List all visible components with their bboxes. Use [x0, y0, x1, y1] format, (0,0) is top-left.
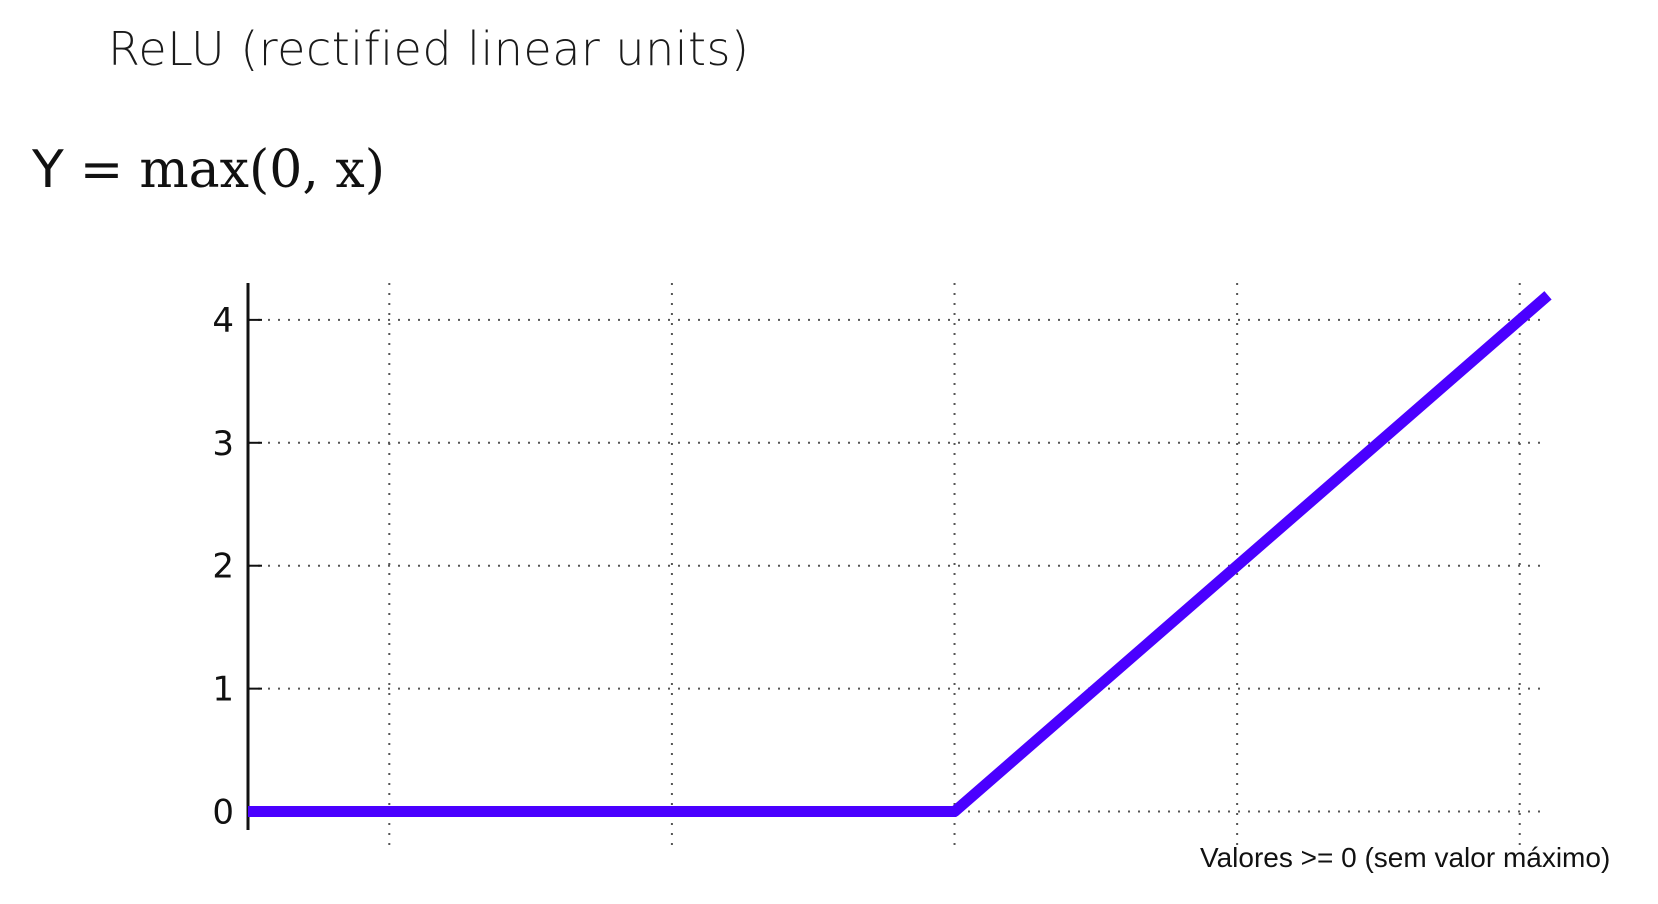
formula-equals: = [79, 140, 124, 200]
y-tick-label-1: 1 [212, 670, 234, 710]
chart-annotation: Valores >= 0 (sem valor máximo) [1200, 842, 1611, 873]
horizontal-gridlines [248, 318, 1548, 813]
vertical-gridlines [388, 283, 1521, 846]
formula-lhs: Y [32, 140, 64, 200]
series-layer [248, 291, 1552, 818]
y-tick-label-2: 2 [212, 547, 234, 587]
y-tick-label-0: 0 [212, 793, 234, 833]
slide-title: ReLU (rectified linear units) [108, 22, 750, 76]
relu-formula: Y = max(0, x) [32, 140, 385, 200]
y-ticks: 0 1 2 3 4 [212, 301, 262, 833]
y-tick-label-4: 4 [212, 301, 234, 341]
y-tick-label-3: 3 [212, 424, 234, 464]
series-line-0 [248, 291, 1552, 818]
formula-rhs: max(0, x) [139, 140, 386, 200]
